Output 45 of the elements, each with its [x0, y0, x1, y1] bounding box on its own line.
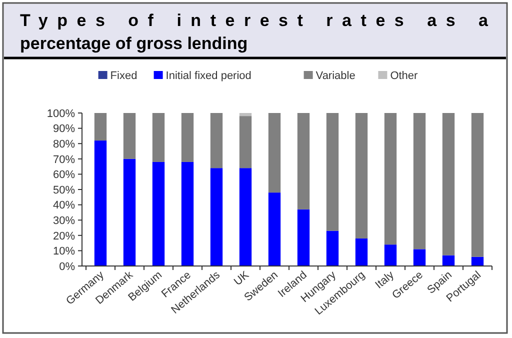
y-tick-label: 90%	[52, 123, 76, 136]
bar	[355, 238, 368, 266]
bar	[413, 113, 426, 250]
bar	[442, 113, 455, 256]
bar	[152, 162, 165, 266]
bar	[355, 113, 368, 238]
bar	[384, 113, 397, 245]
chart-title: Types of interest rates as a percentage of gross lending	[20, 11, 489, 53]
y-tick-label: 20%	[52, 230, 76, 242]
bar	[326, 113, 339, 231]
legend-label: Fixed	[110, 70, 138, 82]
bar	[297, 209, 310, 266]
bar	[471, 256, 484, 266]
bar	[181, 162, 194, 266]
bar	[326, 230, 339, 266]
y-tick-label: 0%	[59, 260, 76, 273]
legend-label: Variable	[316, 70, 356, 82]
bar	[384, 244, 397, 266]
bar	[94, 113, 107, 141]
bar	[413, 249, 426, 266]
bar	[210, 168, 223, 266]
bar	[268, 192, 281, 266]
bar	[471, 113, 484, 257]
bar	[239, 168, 252, 266]
y-tick-label: 80%	[52, 138, 76, 150]
y-tick-label: 40%	[52, 200, 76, 212]
bar	[94, 140, 107, 266]
bar	[152, 113, 165, 162]
y-tick-label: 10%	[52, 246, 76, 258]
y-tick-label: 50%	[52, 184, 76, 196]
bar	[210, 113, 223, 168]
bar	[297, 113, 310, 210]
bar	[123, 113, 136, 159]
bar	[239, 113, 252, 116]
bar	[268, 113, 281, 193]
bar	[181, 113, 194, 162]
y-tick-label: 100%	[46, 108, 76, 120]
bar	[442, 255, 455, 266]
bar	[123, 158, 136, 266]
y-tick-label: 70%	[52, 154, 76, 166]
legend-label: Other	[390, 70, 418, 82]
y-tick-label: 30%	[52, 214, 76, 227]
y-tick-label: 60%	[52, 169, 76, 182]
legend-label: Initial fixed period	[166, 70, 252, 82]
bar	[239, 116, 252, 168]
